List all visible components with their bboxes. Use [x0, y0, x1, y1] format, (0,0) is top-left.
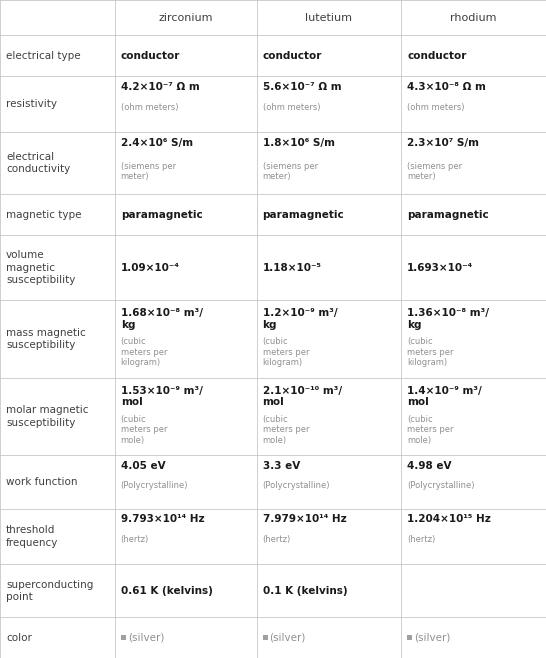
- Text: molar magnetic
susceptibility: molar magnetic susceptibility: [6, 405, 88, 428]
- FancyBboxPatch shape: [263, 635, 268, 640]
- Text: (cubic
meters per
kilogram): (cubic meters per kilogram): [121, 338, 167, 367]
- Text: 1.693×10⁻⁴: 1.693×10⁻⁴: [407, 263, 473, 272]
- Text: (cubic
meters per
mole): (cubic meters per mole): [121, 415, 167, 445]
- Text: (siemens per
meter): (siemens per meter): [407, 162, 462, 181]
- Text: (Polycrystalline): (Polycrystalline): [121, 481, 188, 490]
- Text: 4.3×10⁻⁸ Ω m: 4.3×10⁻⁸ Ω m: [407, 82, 486, 91]
- Text: lutetium: lutetium: [305, 13, 353, 23]
- Text: paramagnetic: paramagnetic: [407, 210, 489, 220]
- FancyBboxPatch shape: [407, 635, 412, 640]
- Text: 4.98 eV: 4.98 eV: [407, 461, 452, 470]
- Text: 1.68×10⁻⁸ m³/
kg: 1.68×10⁻⁸ m³/ kg: [121, 308, 203, 330]
- Text: 1.4×10⁻⁹ m³/
mol: 1.4×10⁻⁹ m³/ mol: [407, 386, 482, 407]
- Text: zirconium: zirconium: [158, 13, 213, 23]
- Text: 7.979×10¹⁴ Hz: 7.979×10¹⁴ Hz: [263, 514, 346, 524]
- Text: (cubic
meters per
kilogram): (cubic meters per kilogram): [263, 338, 309, 367]
- Text: 1.36×10⁻⁸ m³/
kg: 1.36×10⁻⁸ m³/ kg: [407, 308, 489, 330]
- Text: 0.1 K (kelvins): 0.1 K (kelvins): [263, 586, 347, 595]
- Text: superconducting
point: superconducting point: [6, 580, 93, 602]
- Text: (siemens per
meter): (siemens per meter): [121, 162, 176, 181]
- Text: paramagnetic: paramagnetic: [263, 210, 345, 220]
- Text: paramagnetic: paramagnetic: [121, 210, 203, 220]
- Text: 0.61 K (kelvins): 0.61 K (kelvins): [121, 586, 212, 595]
- Text: 1.18×10⁻⁵: 1.18×10⁻⁵: [263, 263, 322, 272]
- Text: 2.3×10⁷ S/m: 2.3×10⁷ S/m: [407, 138, 479, 148]
- Text: (silver): (silver): [270, 633, 306, 643]
- Text: electrical
conductivity: electrical conductivity: [6, 152, 70, 174]
- Text: 1.204×10¹⁵ Hz: 1.204×10¹⁵ Hz: [407, 514, 491, 524]
- Text: (cubic
meters per
kilogram): (cubic meters per kilogram): [407, 338, 454, 367]
- Text: 9.793×10¹⁴ Hz: 9.793×10¹⁴ Hz: [121, 514, 204, 524]
- Text: 1.2×10⁻⁹ m³/
kg: 1.2×10⁻⁹ m³/ kg: [263, 308, 337, 330]
- Text: (cubic
meters per
mole): (cubic meters per mole): [407, 415, 454, 445]
- Text: 1.09×10⁻⁴: 1.09×10⁻⁴: [121, 263, 180, 272]
- Text: (siemens per
meter): (siemens per meter): [263, 162, 318, 181]
- Text: volume
magnetic
susceptibility: volume magnetic susceptibility: [6, 250, 75, 285]
- Text: work function: work function: [6, 477, 78, 487]
- Text: resistivity: resistivity: [6, 99, 57, 109]
- Text: 3.3 eV: 3.3 eV: [263, 461, 300, 470]
- Text: color: color: [6, 633, 32, 643]
- Text: 4.2×10⁻⁷ Ω m: 4.2×10⁻⁷ Ω m: [121, 82, 199, 91]
- Text: threshold
frequency: threshold frequency: [6, 525, 58, 547]
- Text: 5.6×10⁻⁷ Ω m: 5.6×10⁻⁷ Ω m: [263, 82, 341, 91]
- Text: 2.4×10⁶ S/m: 2.4×10⁶ S/m: [121, 138, 193, 148]
- Text: (silver): (silver): [128, 633, 164, 643]
- Text: mass magnetic
susceptibility: mass magnetic susceptibility: [6, 328, 86, 350]
- Text: 1.8×10⁶ S/m: 1.8×10⁶ S/m: [263, 138, 335, 148]
- Text: (ohm meters): (ohm meters): [263, 103, 320, 112]
- Text: (cubic
meters per
mole): (cubic meters per mole): [263, 415, 309, 445]
- Text: (ohm meters): (ohm meters): [121, 103, 178, 112]
- Text: (Polycrystalline): (Polycrystalline): [263, 481, 330, 490]
- Text: 2.1×10⁻¹⁰ m³/
mol: 2.1×10⁻¹⁰ m³/ mol: [263, 386, 342, 407]
- Text: (ohm meters): (ohm meters): [407, 103, 465, 112]
- Text: (silver): (silver): [414, 633, 450, 643]
- FancyBboxPatch shape: [121, 635, 126, 640]
- Text: (hertz): (hertz): [407, 535, 436, 544]
- Text: (Polycrystalline): (Polycrystalline): [407, 481, 475, 490]
- Text: rhodium: rhodium: [450, 13, 497, 23]
- Text: conductor: conductor: [263, 51, 322, 61]
- Text: (hertz): (hertz): [121, 535, 149, 544]
- Text: conductor: conductor: [407, 51, 467, 61]
- Text: magnetic type: magnetic type: [6, 210, 81, 220]
- Text: conductor: conductor: [121, 51, 180, 61]
- Text: 1.53×10⁻⁹ m³/
mol: 1.53×10⁻⁹ m³/ mol: [121, 386, 203, 407]
- Text: electrical type: electrical type: [6, 51, 81, 61]
- Text: (hertz): (hertz): [263, 535, 291, 544]
- Text: 4.05 eV: 4.05 eV: [121, 461, 165, 470]
